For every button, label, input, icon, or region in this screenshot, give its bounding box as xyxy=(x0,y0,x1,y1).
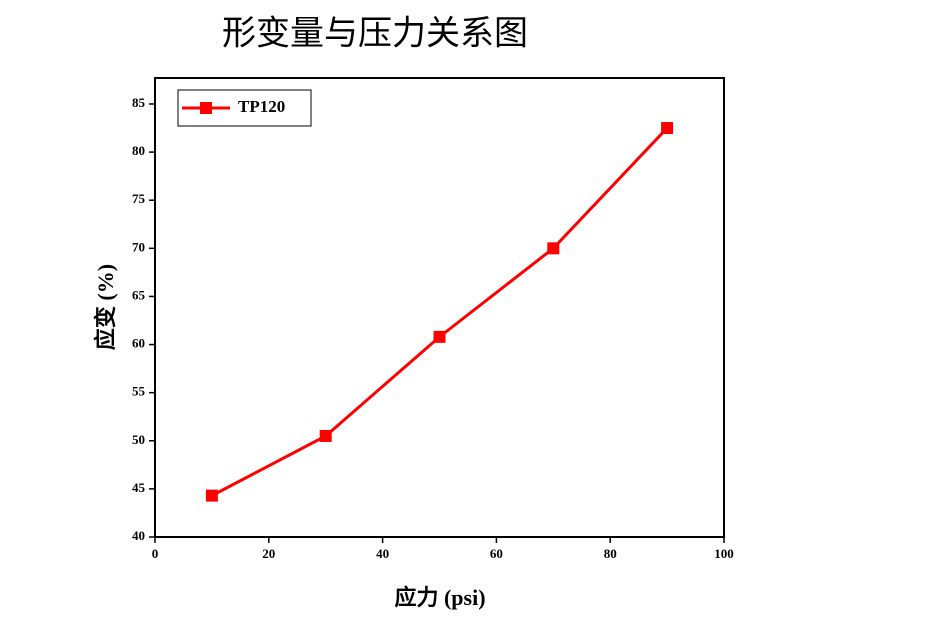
series-line xyxy=(211,127,669,497)
y-tick-label: 45 xyxy=(132,480,146,495)
x-tick-label: 0 xyxy=(152,546,159,561)
y-tick-label: 85 xyxy=(132,95,146,110)
y-axis-label: 应变 (%) xyxy=(93,264,118,350)
chart-title: 形变量与压力关系图 xyxy=(222,14,528,54)
data-point xyxy=(433,330,446,343)
x-tick-label: 60 xyxy=(490,546,503,561)
y-tick-label: 60 xyxy=(132,336,145,351)
data-point xyxy=(205,489,218,502)
x-axis-label: 应力 (psi) xyxy=(394,585,485,610)
legend-marker xyxy=(200,102,212,114)
x-tick-label: 40 xyxy=(376,546,389,561)
data-point xyxy=(547,242,560,255)
y-tick-label: 65 xyxy=(132,287,146,302)
plot-frame xyxy=(154,77,725,538)
x-tick-label: 20 xyxy=(262,546,275,561)
y-tick-label: 80 xyxy=(132,143,145,158)
legend-label: TP120 xyxy=(238,97,285,116)
y-tick-label: 70 xyxy=(132,239,145,254)
x-tick-label: 80 xyxy=(604,546,617,561)
data-point xyxy=(319,429,332,442)
y-tick-label: 40 xyxy=(132,528,145,543)
y-tick-label: 75 xyxy=(132,191,146,206)
y-tick-label: 50 xyxy=(132,432,145,447)
data-point xyxy=(661,122,674,135)
x-tick-label: 100 xyxy=(714,546,734,561)
y-tick-label: 55 xyxy=(132,384,146,399)
